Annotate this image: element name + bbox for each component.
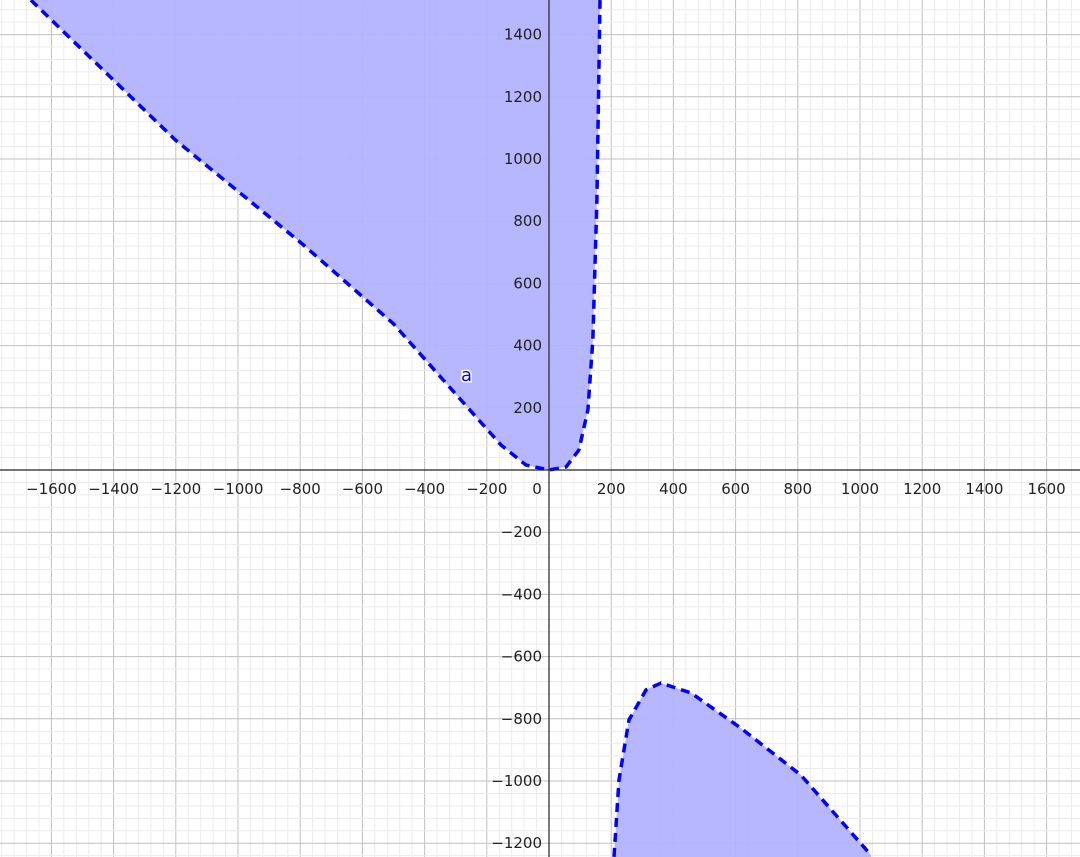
shaded-regions — [29, 0, 873, 857]
x-tick-label: −1200 — [150, 480, 201, 498]
y-tick-label: 400 — [513, 337, 542, 355]
y-tick-label: −800 — [501, 710, 542, 728]
x-tick-label: 0 — [532, 480, 542, 498]
boundary-curve-2 — [612, 681, 873, 857]
series-label-a[interactable]: a — [460, 364, 474, 388]
y-tick-label: −400 — [501, 585, 542, 603]
tick-labels: −1600 −1400 −1200 −1000 −800 −600 −400 −200 0 200… — [26, 26, 1066, 853]
y-tick-label: −1200 — [491, 834, 542, 852]
x-tick-label: −800 — [280, 480, 321, 498]
y-tick-label: 200 — [513, 399, 542, 417]
y-tick-label: 1400 — [504, 26, 542, 44]
x-tick-label: −600 — [342, 480, 383, 498]
y-tick-label: 800 — [513, 212, 542, 230]
x-tick-label: −1400 — [88, 480, 139, 498]
x-tick-label: 1400 — [965, 480, 1003, 498]
shaded-region-1 — [30, 0, 601, 470]
x-tick-label: 400 — [659, 480, 688, 498]
x-tick-label: −1600 — [26, 480, 77, 498]
x-tick-label: −200 — [466, 480, 507, 498]
x-tick-label: 1200 — [903, 480, 941, 498]
y-tick-label: 1200 — [504, 88, 542, 106]
x-tick-label: 1600 — [1028, 480, 1066, 498]
y-tick-label: 1000 — [504, 150, 542, 168]
y-tick-label: −1000 — [491, 772, 542, 790]
x-tick-label: −400 — [404, 480, 445, 498]
y-tick-label: −600 — [501, 648, 542, 666]
boundary-curve-1 — [29, 0, 602, 472]
x-tick-label: 600 — [721, 480, 750, 498]
x-tick-label: 200 — [597, 480, 626, 498]
y-tick-label: −200 — [501, 523, 542, 541]
x-tick-label: −1000 — [213, 480, 264, 498]
shaded-region-2 — [613, 683, 871, 857]
x-tick-label: 800 — [783, 480, 812, 498]
y-tick-label: 600 — [513, 274, 542, 292]
x-tick-label: 1000 — [841, 480, 879, 498]
